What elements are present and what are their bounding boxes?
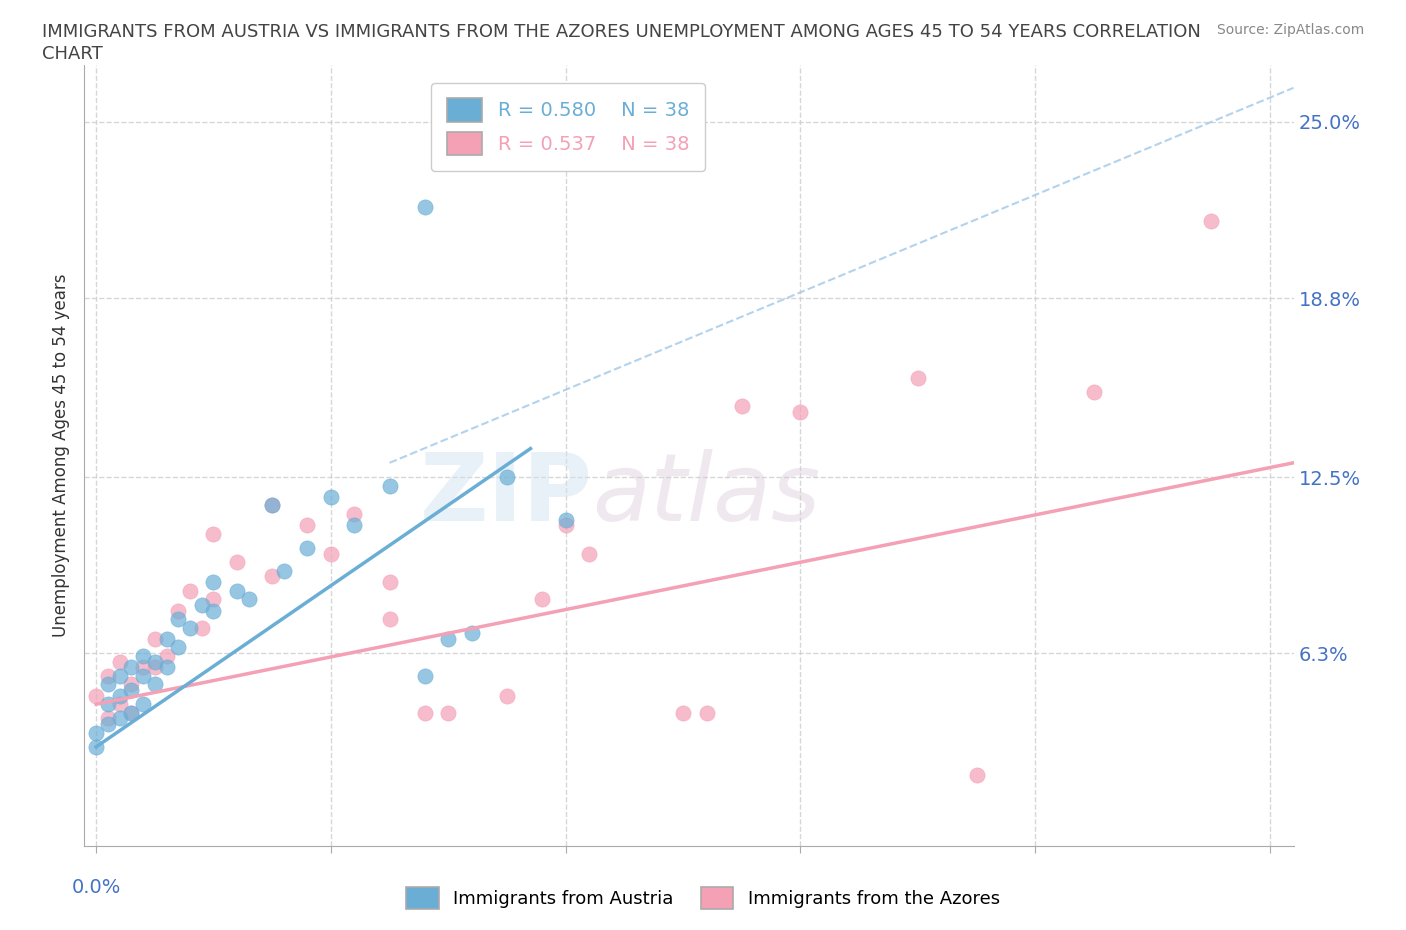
Point (1201, 214, 1223, 229)
Point (202, 591, 225, 606)
Point (202, 575, 225, 590)
Point (578, 546, 600, 561)
Point (179, 620, 201, 635)
Point (132, 660, 155, 675)
Point (226, 583, 249, 598)
Point (155, 631, 177, 646)
Point (319, 546, 342, 561)
Point (167, 640, 190, 655)
Point (226, 555, 249, 570)
Point (155, 660, 177, 675)
Point (378, 612, 401, 627)
Text: ZIP: ZIP (419, 449, 592, 540)
Point (378, 575, 401, 590)
Point (696, 705, 718, 720)
Point (84, 739, 107, 754)
Point (97, 717, 120, 732)
Point (143, 631, 166, 646)
Point (789, 405, 811, 419)
Point (531, 591, 554, 606)
Point (97, 697, 120, 711)
Point (343, 518, 366, 533)
Point (297, 518, 319, 533)
Point (202, 526, 225, 541)
Point (202, 603, 225, 618)
Point (167, 612, 190, 627)
Point (143, 677, 166, 692)
Point (108, 711, 131, 726)
Point (179, 583, 201, 598)
Point (413, 669, 436, 684)
Point (343, 507, 366, 522)
Point (966, 768, 988, 783)
Point (262, 498, 284, 512)
Point (108, 669, 131, 684)
Point (461, 626, 484, 641)
Point (143, 660, 166, 675)
Point (554, 518, 576, 533)
Point (262, 569, 284, 584)
Point (132, 697, 155, 711)
Point (672, 705, 695, 720)
Point (190, 620, 212, 635)
Text: IMMIGRANTS FROM AUSTRIA VS IMMIGRANTS FROM THE AZORES UNEMPLOYMENT AMONG AGES 45: IMMIGRANTS FROM AUSTRIA VS IMMIGRANTS FR… (42, 23, 1201, 41)
Point (120, 705, 142, 720)
Y-axis label: Unemployment Among Ages 45 to 54 years: Unemployment Among Ages 45 to 54 years (52, 274, 70, 637)
Point (120, 705, 142, 720)
Legend: R = 0.580    N = 38, R = 0.537    N = 38: R = 0.580 N = 38, R = 0.537 N = 38 (432, 83, 704, 171)
Point (155, 648, 177, 663)
Point (1083, 384, 1105, 399)
Point (190, 597, 212, 612)
Point (378, 478, 401, 493)
Point (120, 683, 142, 698)
Point (413, 705, 436, 720)
Point (97, 711, 120, 726)
Point (731, 399, 754, 414)
Point (496, 688, 519, 703)
Point (120, 660, 142, 675)
Point (273, 564, 295, 578)
Legend: Immigrants from Austria, Immigrants from the Azores: Immigrants from Austria, Immigrants from… (399, 880, 1007, 916)
Point (108, 688, 131, 703)
Point (97, 669, 120, 684)
Point (437, 705, 460, 720)
Point (297, 540, 319, 555)
Point (108, 697, 131, 711)
Point (97, 677, 120, 692)
Point (496, 470, 519, 485)
Text: 0.0%: 0.0% (72, 878, 121, 897)
Point (132, 648, 155, 663)
Text: CHART: CHART (42, 45, 103, 62)
Point (108, 654, 131, 669)
Point (167, 603, 190, 618)
Point (84, 725, 107, 740)
Point (143, 654, 166, 669)
Point (319, 489, 342, 504)
Point (120, 677, 142, 692)
Point (413, 200, 436, 215)
Point (437, 631, 460, 646)
Point (907, 370, 929, 385)
Point (238, 591, 260, 606)
Point (132, 669, 155, 684)
Point (554, 512, 576, 527)
Text: Source: ZipAtlas.com: Source: ZipAtlas.com (1216, 23, 1364, 37)
Text: atlas: atlas (592, 449, 821, 540)
Point (262, 498, 284, 512)
Point (84, 688, 107, 703)
